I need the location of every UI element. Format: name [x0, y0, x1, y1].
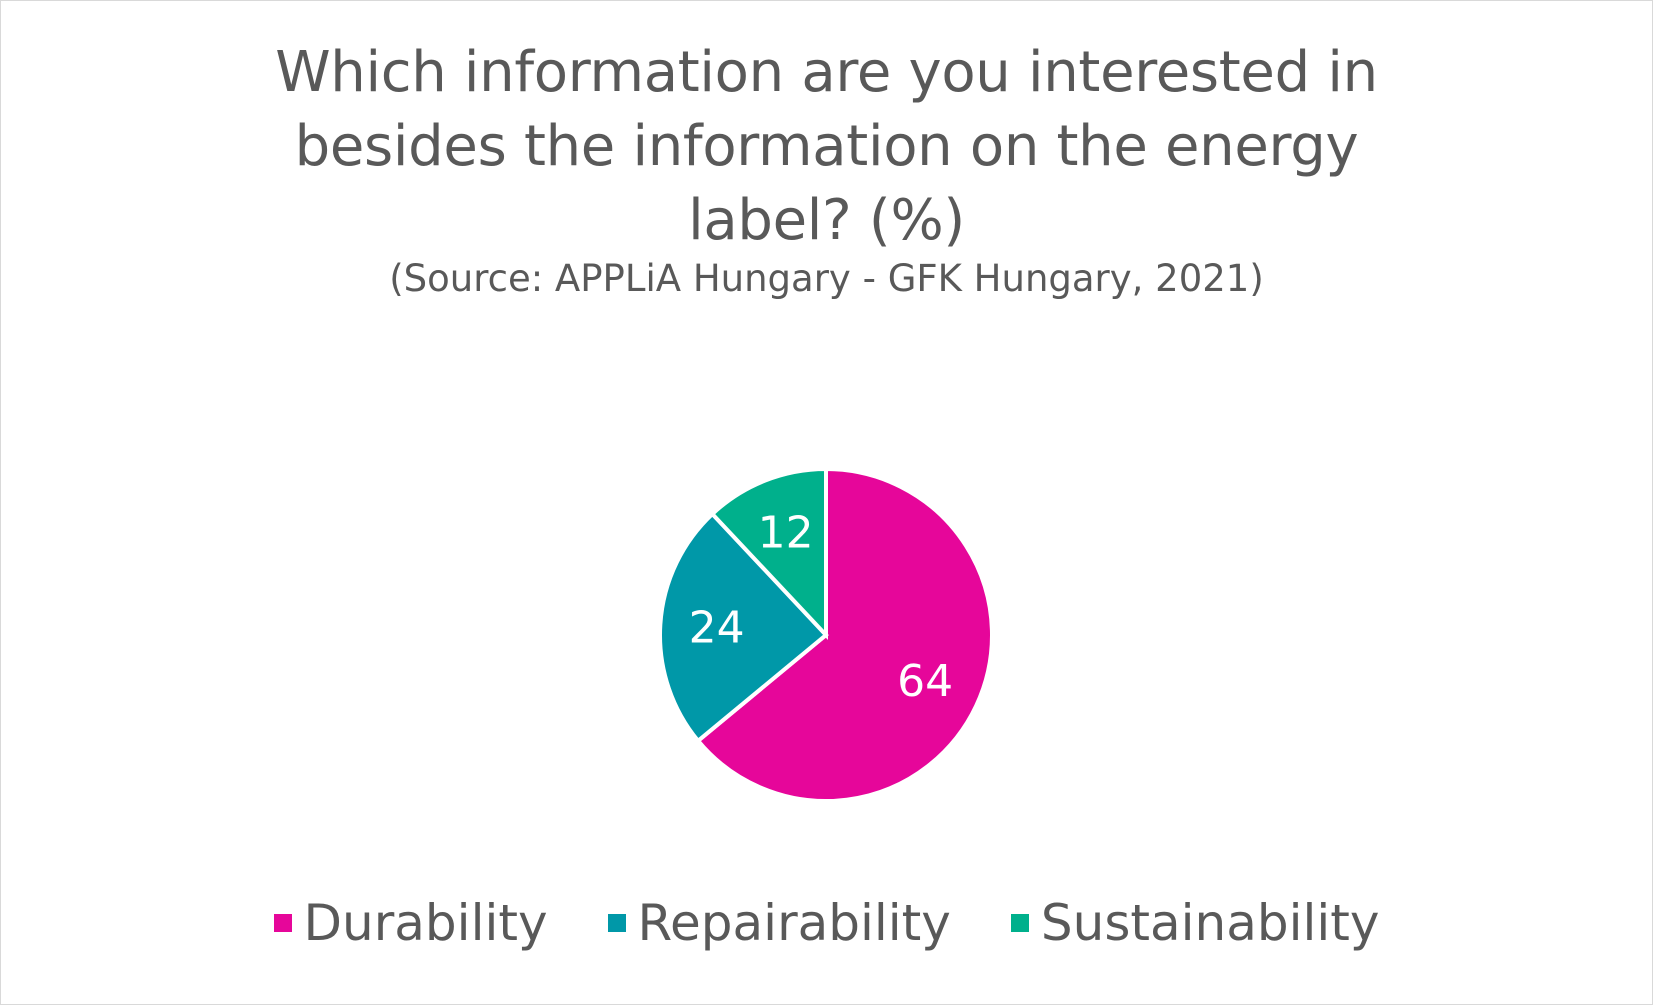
pie-slice-sustainability	[709, 466, 828, 641]
data-label-repairability: 24	[689, 603, 745, 654]
chart-title-line-3: label? (%)	[688, 188, 965, 253]
chart-title-line-1: Which information are you interested in	[275, 40, 1378, 105]
legend-label-sustainability: Sustainability	[1040, 894, 1380, 952]
chart-title: Which information are you interested in …	[200, 36, 1453, 258]
chart-legend: Durability Repairability Sustainability	[0, 893, 1653, 953]
pie-slice-repairability	[658, 511, 829, 744]
data-label-sustainability: 12	[758, 508, 814, 559]
legend-label-repairability: Repairability	[637, 894, 951, 952]
legend-swatch-sustainability	[1010, 914, 1029, 932]
legend-swatch-durability	[273, 914, 292, 932]
legend-label-durability: Durability	[303, 894, 548, 952]
legend-item-sustainability: Sustainability	[1010, 893, 1380, 953]
chart-title-line-2: besides the information on the energy	[294, 114, 1359, 179]
pie-slice-durability	[695, 466, 994, 803]
legend-item-durability: Durability	[273, 893, 548, 953]
legend-swatch-repairability	[607, 914, 626, 932]
legend-item-repairability: Repairability	[607, 893, 951, 953]
data-label-durability: 64	[897, 656, 953, 707]
chart-subtitle: (Source: APPLiA Hungary - GFK Hungary, 2…	[389, 257, 1264, 300]
